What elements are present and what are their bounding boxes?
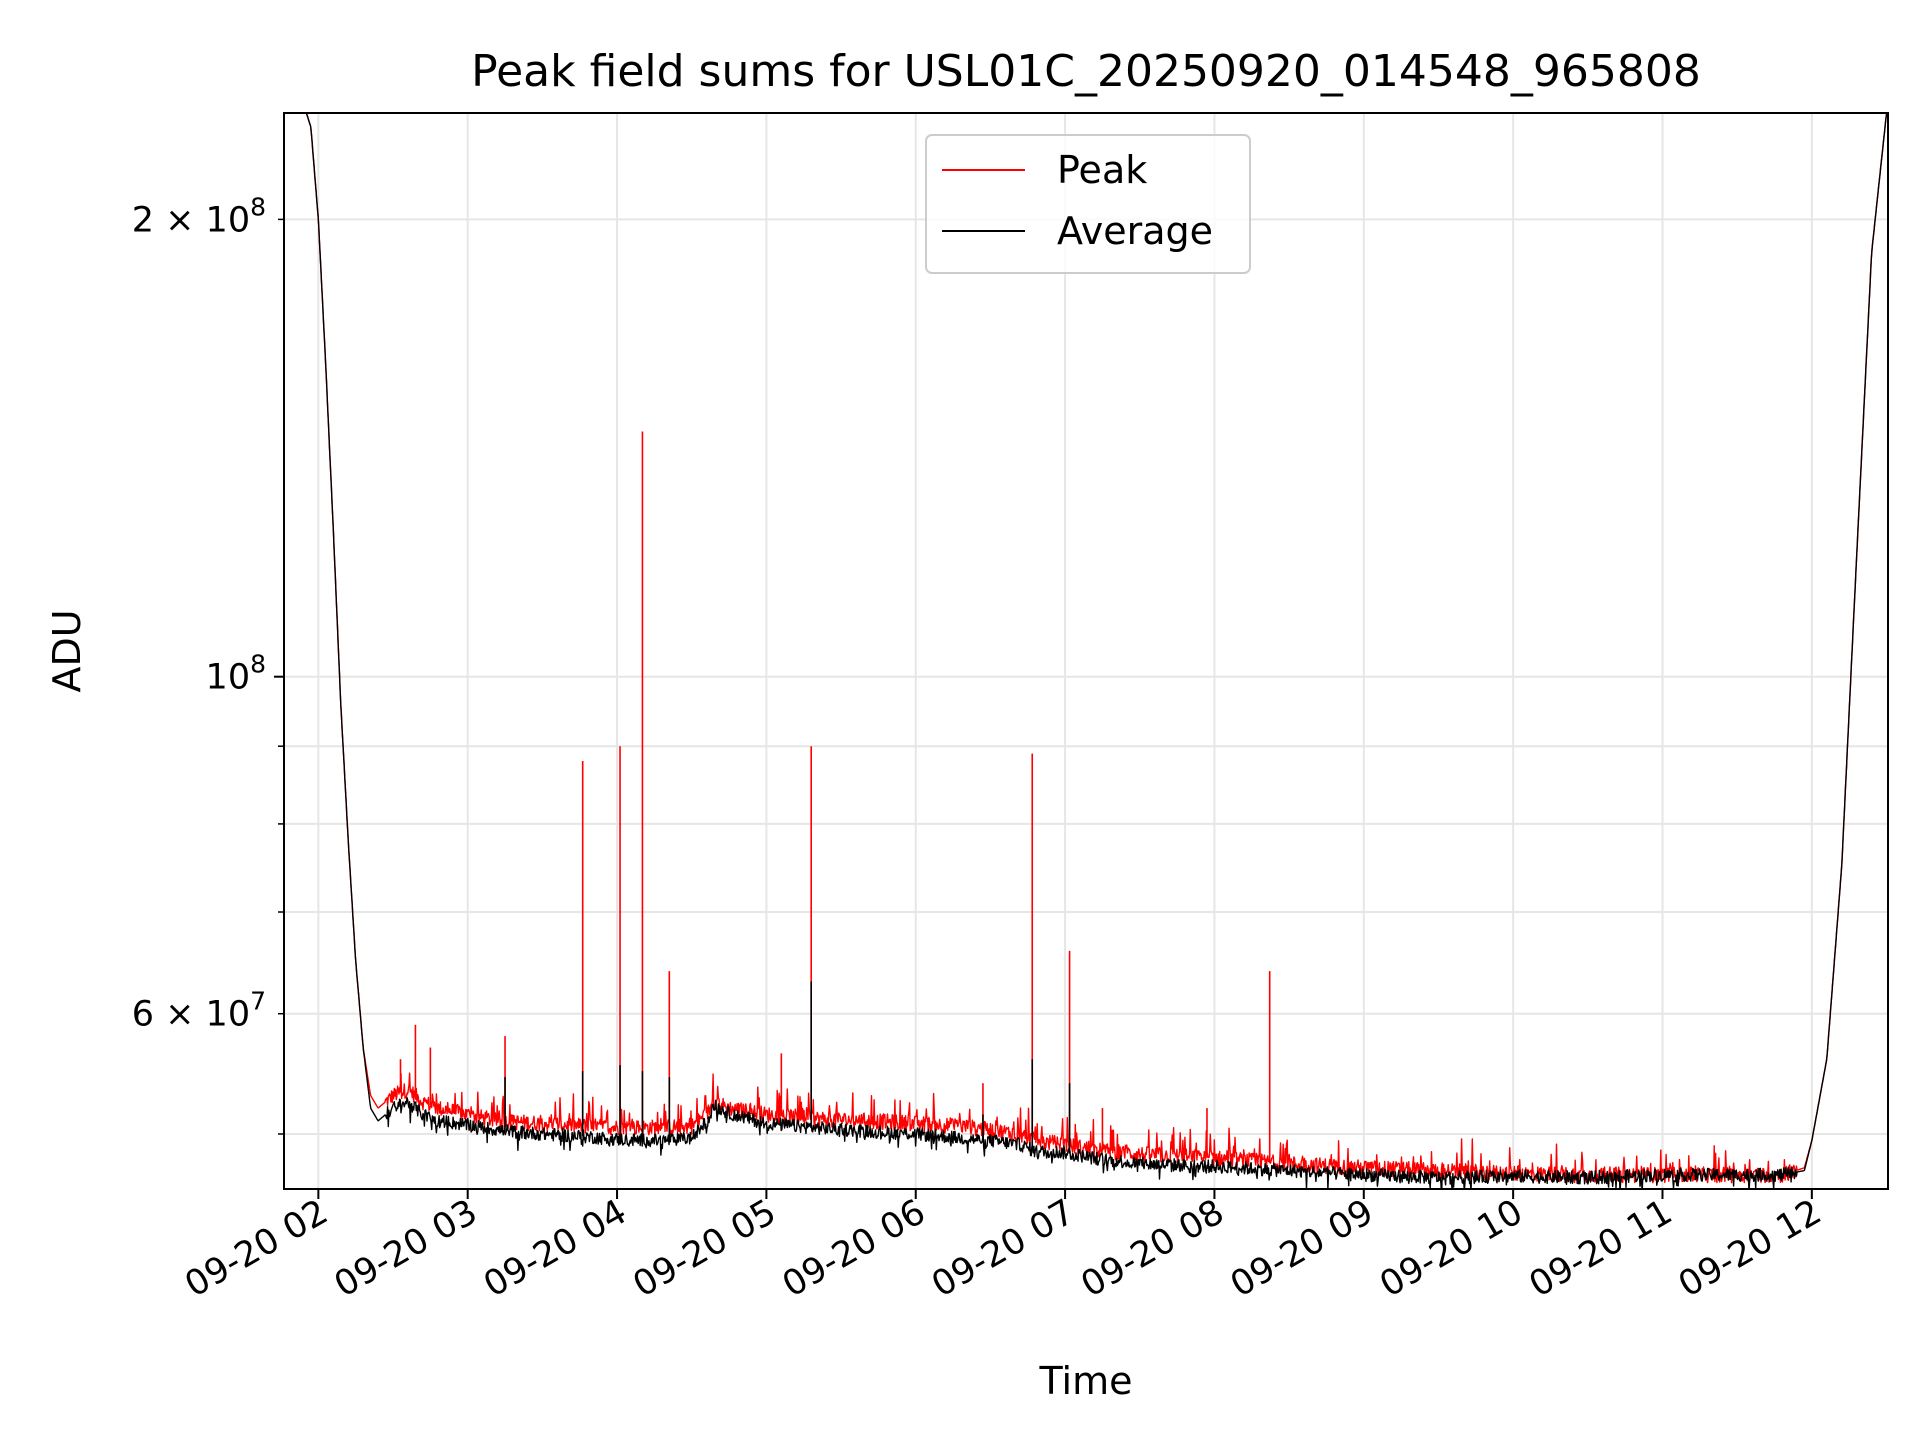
series-peak-line [284, 113, 1888, 1184]
legend-label-average: Average [1057, 209, 1213, 253]
x-axis-label: Time [1039, 1359, 1133, 1403]
chart-title: Peak field sums for USL01C_20250920_0145… [471, 46, 1701, 97]
series-average [284, 113, 1888, 1189]
legend-label-peak: Peak [1057, 148, 1147, 192]
grid-lines [284, 113, 1888, 1189]
series-layer [284, 113, 1888, 1189]
y-tick-label: 108 [206, 650, 266, 698]
series-peak [284, 113, 1888, 1184]
y-tick-label: 2 × 108 [132, 192, 266, 240]
y-tick-label: 6 × 107 [132, 987, 266, 1035]
legend: Peak Average [925, 134, 1251, 274]
y-axis-label: ADU [45, 609, 89, 692]
series-average-line [284, 113, 1888, 1189]
axes-frame [283, 112, 1889, 1190]
